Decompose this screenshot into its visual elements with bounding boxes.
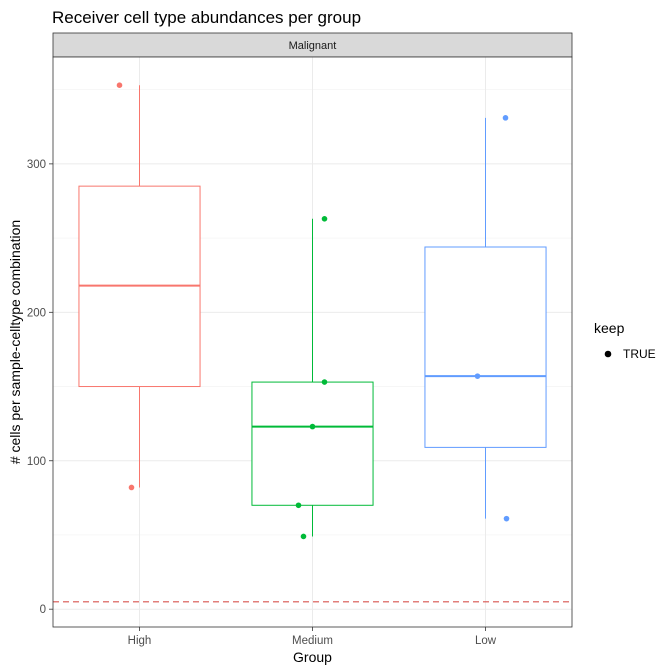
data-point-low [503, 515, 510, 522]
y-axis: 0 100 200 300 [27, 159, 53, 616]
x-axis-title: Group [293, 649, 332, 665]
x-axis: High Medium Low [128, 627, 497, 647]
legend-label-true: TRUE [623, 347, 656, 361]
data-point-high [116, 82, 123, 89]
data-point-low [502, 115, 509, 121]
boxes-layer [78, 85, 547, 537]
data-point-medium [309, 423, 316, 430]
box-low [424, 246, 547, 448]
y-tick-label: 200 [27, 307, 46, 319]
facet-strip [52, 32, 573, 58]
data-point-medium [300, 533, 307, 540]
data-point-medium [295, 502, 302, 509]
data-point-low [474, 373, 481, 379]
data-point-medium [321, 215, 328, 222]
y-tick-label: 0 [40, 604, 46, 616]
legend: keep TRUE [594, 320, 656, 361]
facet-strip-label: Malignant [289, 40, 337, 52]
data-point-medium [321, 379, 328, 385]
box-medium [251, 381, 374, 506]
x-tick-label: High [128, 635, 152, 647]
points-layer [116, 82, 510, 540]
x-tick-label: Medium [292, 635, 333, 647]
y-tick-label: 100 [27, 456, 46, 468]
x-tick-label: Low [475, 635, 497, 647]
legend-key-point [604, 350, 612, 358]
legend-title: keep [594, 320, 625, 336]
chart-title: Receiver cell type abundances per group [52, 8, 361, 27]
y-tick-label: 300 [27, 159, 46, 171]
data-point-high [128, 484, 135, 491]
y-axis-title: # cells per sample-celltype combination [7, 220, 23, 464]
